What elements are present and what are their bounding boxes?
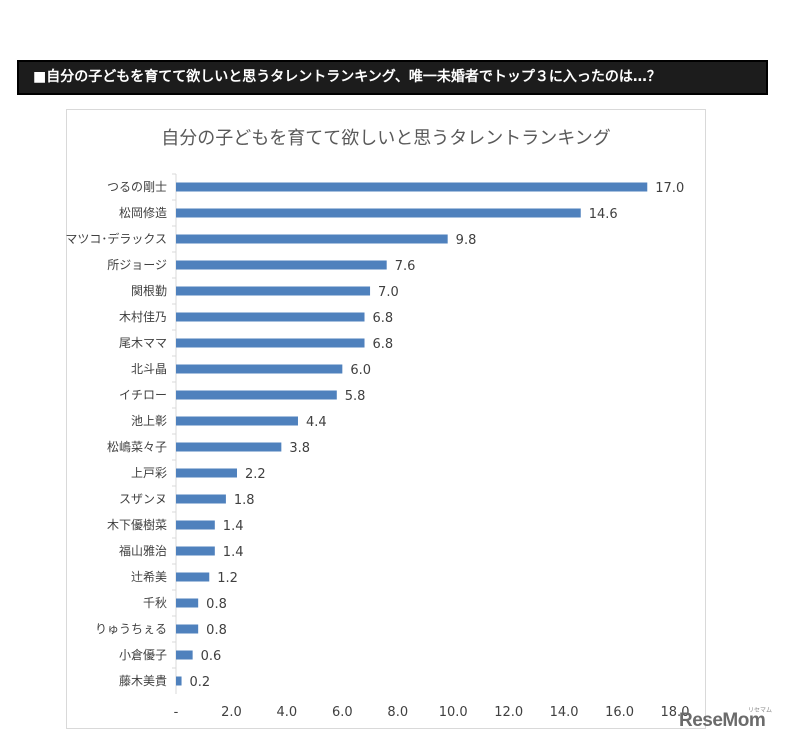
x-tick-label: 8.0 [387,705,408,720]
bar [176,312,365,322]
bar [176,468,237,478]
category-label: 池上彰 [131,413,167,428]
category-label: 千秋 [143,596,167,610]
bar [176,208,581,218]
bar [176,390,337,400]
category-label: 木下優樹菜 [107,518,167,532]
category-label: 松岡修造 [119,205,167,220]
value-label: 14.6 [589,207,618,222]
category-label: 尾木ママ [119,336,167,350]
bar [176,364,343,374]
resemom-logo-sub: リセマム [748,707,773,714]
category-label: 上戸彩 [131,466,167,480]
x-tick-label: 12.0 [494,705,523,720]
value-label: 7.6 [395,259,416,274]
x-tick-label: 10.0 [439,705,468,720]
bar [176,286,371,296]
category-label: 辻希美 [131,569,167,584]
value-label: 3.8 [289,441,310,456]
value-label: 6.0 [350,363,371,378]
x-tick-label: 2.0 [221,705,242,720]
category-label: りゅうちぇる [95,622,167,636]
value-label: 6.8 [373,311,394,326]
bar [176,442,282,452]
x-tick-label: 6.0 [332,705,353,720]
bar [176,234,448,244]
category-label: イチロー [119,388,167,402]
chart-title: 自分の子どもを育てて欲しいと思うタレントランキング [161,128,611,149]
bar [176,260,387,270]
resemom-logo: ReseMom [679,710,766,731]
bar [176,676,182,686]
value-label: 0.8 [206,623,227,638]
bar [176,650,193,660]
category-label: 所ジョージ [107,258,167,272]
category-label: 松嶋菜々子 [107,440,167,454]
value-label: 1.8 [234,493,255,508]
x-tick-label: 18.0 [661,705,690,720]
x-tick-label: 14.0 [550,705,579,720]
value-label: 17.0 [655,181,684,196]
bar [176,598,199,608]
bar [176,338,365,348]
category-label: 北斗晶 [131,362,167,376]
bar [176,520,215,530]
bar [176,494,226,504]
value-label: 1.4 [223,519,244,534]
bar [176,624,199,634]
bar [176,182,648,192]
x-tick-label: 4.0 [277,705,298,720]
headline-banner: ■自分の子どもを育てて欲しいと思うタレントランキング、唯一未婚者でトップ３に入っ… [17,60,768,95]
x-tick-label: - [174,705,179,720]
value-label: 0.2 [190,675,211,690]
bar [176,572,210,582]
value-label: 2.2 [245,467,266,482]
x-tick-label: 16.0 [605,705,634,720]
bar [176,546,215,556]
category-label: 関根勤 [131,284,167,298]
value-label: 5.8 [345,389,366,404]
value-label: 7.0 [378,285,399,300]
value-label: 0.6 [201,649,222,664]
bar [176,416,298,426]
category-label: つるの剛士 [107,180,167,194]
value-label: 4.4 [306,415,327,430]
category-label: 木村佳乃 [119,310,167,324]
category-label: スザンヌ [119,492,167,506]
value-label: 1.2 [217,571,238,586]
value-label: 0.8 [206,597,227,612]
category-label: 藤木美貴 [119,674,167,688]
category-label: 小倉優子 [119,647,167,662]
category-label: マツコ･デラックス [65,231,167,246]
value-label: 1.4 [223,545,244,560]
value-label: 9.8 [456,233,477,248]
value-label: 6.8 [373,337,394,352]
category-label: 福山雅治 [119,543,167,558]
